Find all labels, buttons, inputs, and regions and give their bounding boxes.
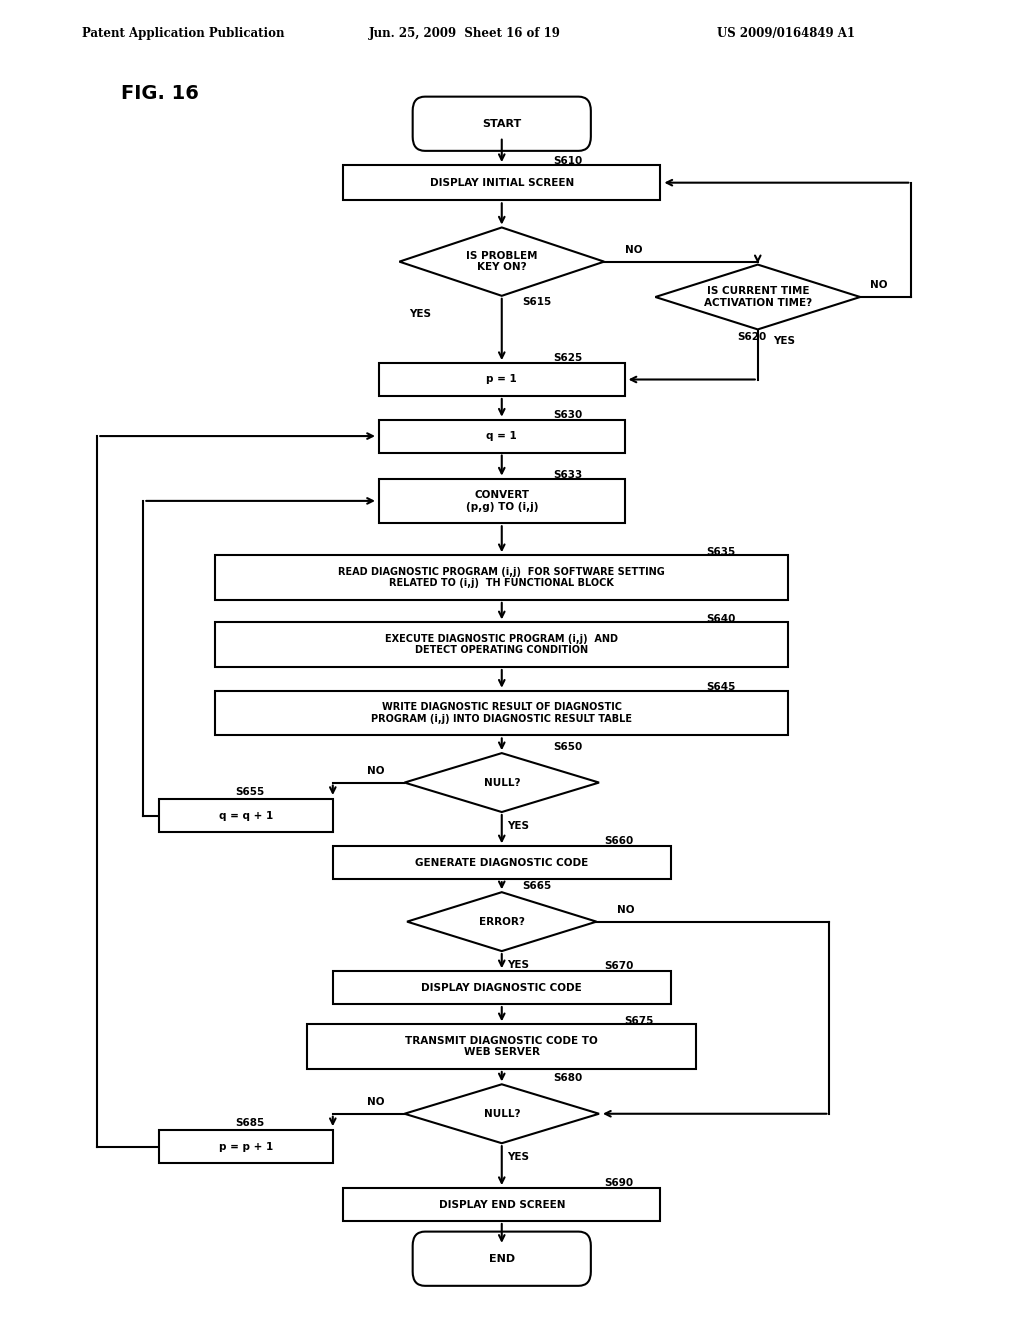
Text: YES: YES bbox=[507, 1152, 528, 1163]
Text: S635: S635 bbox=[707, 546, 736, 557]
Text: NULL?: NULL? bbox=[483, 777, 520, 788]
Text: END: END bbox=[488, 1254, 515, 1263]
Text: S625: S625 bbox=[553, 354, 583, 363]
FancyBboxPatch shape bbox=[159, 1130, 333, 1163]
FancyBboxPatch shape bbox=[379, 363, 625, 396]
FancyBboxPatch shape bbox=[379, 420, 625, 453]
Polygon shape bbox=[655, 264, 860, 330]
Text: WRITE DIAGNOSTIC RESULT OF DIAGNOSTIC
PROGRAM (i,j) INTO DIAGNOSTIC RESULT TABLE: WRITE DIAGNOSTIC RESULT OF DIAGNOSTIC PR… bbox=[372, 702, 632, 723]
Text: DISPLAY DIAGNOSTIC CODE: DISPLAY DIAGNOSTIC CODE bbox=[422, 982, 582, 993]
FancyBboxPatch shape bbox=[413, 96, 591, 150]
Text: S670: S670 bbox=[604, 961, 634, 972]
Text: S630: S630 bbox=[553, 409, 583, 420]
Text: GENERATE DIAGNOSTIC CODE: GENERATE DIAGNOSTIC CODE bbox=[415, 858, 589, 867]
FancyBboxPatch shape bbox=[159, 799, 333, 832]
FancyBboxPatch shape bbox=[379, 479, 625, 523]
Text: TRANSMIT DIAGNOSTIC CODE TO
WEB SERVER: TRANSMIT DIAGNOSTIC CODE TO WEB SERVER bbox=[406, 1036, 598, 1057]
Text: p = p + 1: p = p + 1 bbox=[219, 1142, 272, 1152]
Text: DISPLAY INITIAL SCREEN: DISPLAY INITIAL SCREEN bbox=[430, 178, 573, 187]
Text: q = 1: q = 1 bbox=[486, 432, 517, 441]
Text: NULL?: NULL? bbox=[483, 1109, 520, 1119]
FancyBboxPatch shape bbox=[333, 972, 671, 1005]
Text: NO: NO bbox=[870, 280, 888, 290]
Text: p = 1: p = 1 bbox=[486, 375, 517, 384]
FancyBboxPatch shape bbox=[343, 165, 660, 201]
Text: YES: YES bbox=[507, 960, 528, 970]
Text: Jun. 25, 2009  Sheet 16 of 19: Jun. 25, 2009 Sheet 16 of 19 bbox=[369, 26, 560, 40]
Text: S645: S645 bbox=[707, 682, 736, 692]
Text: YES: YES bbox=[507, 821, 528, 832]
Text: EXECUTE DIAGNOSTIC PROGRAM (i,j)  AND
DETECT OPERATING CONDITION: EXECUTE DIAGNOSTIC PROGRAM (i,j) AND DET… bbox=[385, 634, 618, 656]
Text: FIG. 16: FIG. 16 bbox=[121, 84, 199, 103]
Text: NO: NO bbox=[367, 1097, 384, 1107]
Text: S690: S690 bbox=[604, 1179, 633, 1188]
FancyBboxPatch shape bbox=[333, 846, 671, 879]
FancyBboxPatch shape bbox=[307, 1024, 696, 1069]
Text: S675: S675 bbox=[625, 1015, 654, 1026]
FancyBboxPatch shape bbox=[215, 622, 788, 667]
Text: READ DIAGNOSTIC PROGRAM (i,j)  FOR SOFTWARE SETTING
RELATED TO (i,j)  TH FUNCTIO: READ DIAGNOSTIC PROGRAM (i,j) FOR SOFTWA… bbox=[338, 566, 666, 589]
Text: START: START bbox=[482, 119, 521, 129]
Text: CONVERT
(p,g) TO (i,j): CONVERT (p,g) TO (i,j) bbox=[466, 490, 538, 512]
Text: ERROR?: ERROR? bbox=[479, 916, 524, 927]
Text: YES: YES bbox=[773, 337, 795, 346]
Text: S633: S633 bbox=[553, 470, 583, 480]
Text: q = q + 1: q = q + 1 bbox=[219, 810, 272, 821]
Text: NO: NO bbox=[367, 766, 384, 776]
Text: S660: S660 bbox=[604, 837, 634, 846]
Text: IS PROBLEM
KEY ON?: IS PROBLEM KEY ON? bbox=[466, 251, 538, 272]
Text: S640: S640 bbox=[707, 614, 736, 624]
Text: YES: YES bbox=[409, 309, 431, 318]
Polygon shape bbox=[407, 892, 596, 952]
Text: S680: S680 bbox=[553, 1073, 583, 1084]
Text: NO: NO bbox=[625, 244, 642, 255]
Text: S665: S665 bbox=[522, 882, 552, 891]
Text: NO: NO bbox=[616, 904, 635, 915]
Text: S655: S655 bbox=[236, 787, 265, 797]
Text: S610: S610 bbox=[553, 157, 583, 166]
Text: DISPLAY END SCREEN: DISPLAY END SCREEN bbox=[438, 1200, 565, 1209]
FancyBboxPatch shape bbox=[413, 1232, 591, 1286]
Polygon shape bbox=[404, 754, 599, 812]
FancyBboxPatch shape bbox=[215, 690, 788, 735]
Text: S620: S620 bbox=[737, 333, 767, 342]
Text: S685: S685 bbox=[236, 1118, 265, 1129]
Polygon shape bbox=[399, 227, 604, 296]
Text: US 2009/0164849 A1: US 2009/0164849 A1 bbox=[717, 26, 855, 40]
FancyBboxPatch shape bbox=[215, 556, 788, 599]
Text: Patent Application Publication: Patent Application Publication bbox=[82, 26, 285, 40]
FancyBboxPatch shape bbox=[343, 1188, 660, 1221]
Text: IS CURRENT TIME
ACTIVATION TIME?: IS CURRENT TIME ACTIVATION TIME? bbox=[703, 286, 812, 308]
Text: S615: S615 bbox=[522, 297, 552, 306]
Polygon shape bbox=[404, 1084, 599, 1143]
Text: S650: S650 bbox=[553, 742, 583, 752]
